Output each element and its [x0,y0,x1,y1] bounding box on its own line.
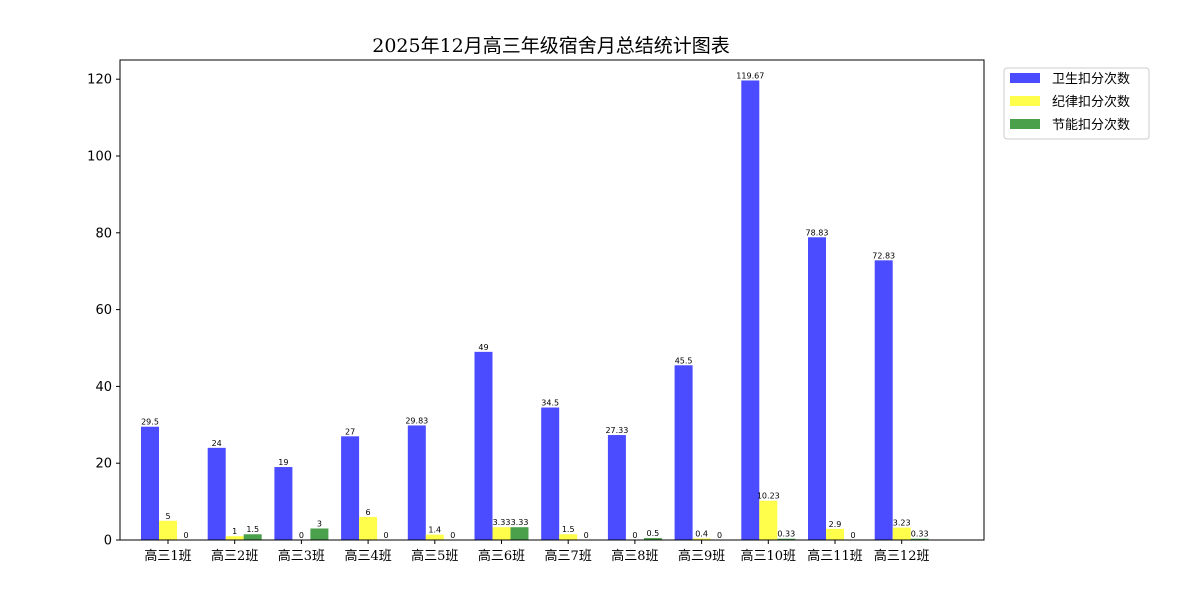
data-label: 0.33 [911,530,929,539]
bar-1-10 [741,80,760,541]
data-label: 0.4 [695,529,708,538]
bar-1-8 [607,435,626,540]
bar-2-4 [359,516,378,540]
data-label: 27.33 [605,426,628,435]
data-label: 119.67 [736,71,764,80]
y-tick-label: 100 [87,150,112,165]
bar-2-1 [159,520,177,540]
y-tick-label: 120 [87,73,112,88]
data-label: 0 [850,531,855,540]
data-label: 1 [232,527,237,536]
bar-1-11 [808,237,826,541]
bar-2-5 [425,534,444,540]
legend-label: 节能扣分次数 [1052,117,1130,133]
bar-3-12 [910,538,929,540]
y-tick-label: 60 [95,303,112,318]
data-label: 0.5 [647,529,660,538]
bar-1-5 [407,425,426,540]
x-tick-label: 高三7班 [545,548,592,564]
bar-1-9 [674,365,693,540]
bar-1-2 [207,447,226,540]
data-label: 24 [212,439,222,448]
bar-1-6 [474,351,493,540]
data-label: 19 [278,458,288,467]
data-label: 1.5 [562,525,575,534]
bar-2-9 [692,538,711,540]
bar-2-6 [492,527,511,540]
data-label: 3.33 [511,518,529,527]
y-tick-label: 80 [95,226,112,241]
bar-2-10 [759,500,778,540]
x-tick-label: 高三8班 [611,548,658,564]
data-label: 1.4 [428,526,441,535]
legend-label: 纪律扣分次数 [1052,94,1130,110]
x-tick-label: 高三12班 [874,548,930,564]
bar-3-10 [777,538,796,540]
x-tick-label: 高三6班 [478,548,525,564]
data-label: 29.5 [141,418,159,427]
chart-title: 2025年12月高三年级宿舍月总结统计图表 [372,35,730,57]
legend-label: 卫生扣分次数 [1052,71,1130,87]
data-label: 45.5 [675,356,693,365]
x-tick-label: 高三10班 [741,548,797,564]
legend-box [1003,67,1150,140]
data-label: 3.33 [493,518,511,527]
data-label: 0 [299,531,304,540]
plot-frame [119,59,985,541]
bar-2-12 [892,527,911,540]
bar-2-11 [826,528,844,540]
y-tick-label: 40 [95,380,112,395]
data-label: 0.33 [777,530,795,539]
bar-2-7 [559,534,578,540]
data-label: 2.9 [829,520,842,529]
data-label: 3 [317,519,322,528]
bar-1-4 [341,436,360,540]
bar-3-2 [243,534,262,540]
x-tick-label: 高三5班 [411,548,458,564]
data-label: 5 [165,512,170,521]
bar-2-2 [225,536,244,540]
legend-swatch [1010,73,1040,83]
data-label: 0 [450,531,455,540]
data-label: 49 [478,343,488,352]
data-label: 6 [366,508,371,517]
data-label: 0 [717,531,722,540]
data-label: 0 [384,531,389,540]
y-tick-label: 0 [104,534,112,549]
x-tick-label: 高三9班 [678,548,725,564]
legend-swatch [1010,96,1040,106]
legend-swatch [1010,119,1040,129]
bar-3-3 [310,528,329,540]
y-tick-label: 20 [95,457,112,472]
data-label: 27 [345,427,355,436]
bar-1-12 [874,260,893,540]
bar-1-7 [541,407,560,540]
x-tick-label: 高三4班 [344,548,391,564]
bar-1-1 [141,426,159,540]
data-label: 0 [584,531,589,540]
bar-3-8 [643,538,662,540]
bar-3-6 [510,527,529,540]
data-label: 1.5 [246,525,259,534]
x-tick-label: 高三1班 [144,548,191,564]
data-label: 29.83 [405,416,428,425]
data-label: 72.83 [872,251,895,260]
bar-1-3 [274,467,293,540]
x-tick-label: 高三3班 [278,548,325,564]
x-tick-label: 高三11班 [807,548,863,564]
data-label: 78.83 [806,228,829,237]
data-label: 10.23 [757,492,780,501]
data-label: 3.23 [893,519,911,528]
data-label: 0 [183,531,188,540]
data-label: 34.5 [541,399,559,408]
x-tick-label: 高三2班 [211,548,258,564]
data-label: 0 [632,531,637,540]
plot-area: 02040608010012029.524192729.834934.527.3… [87,71,929,564]
